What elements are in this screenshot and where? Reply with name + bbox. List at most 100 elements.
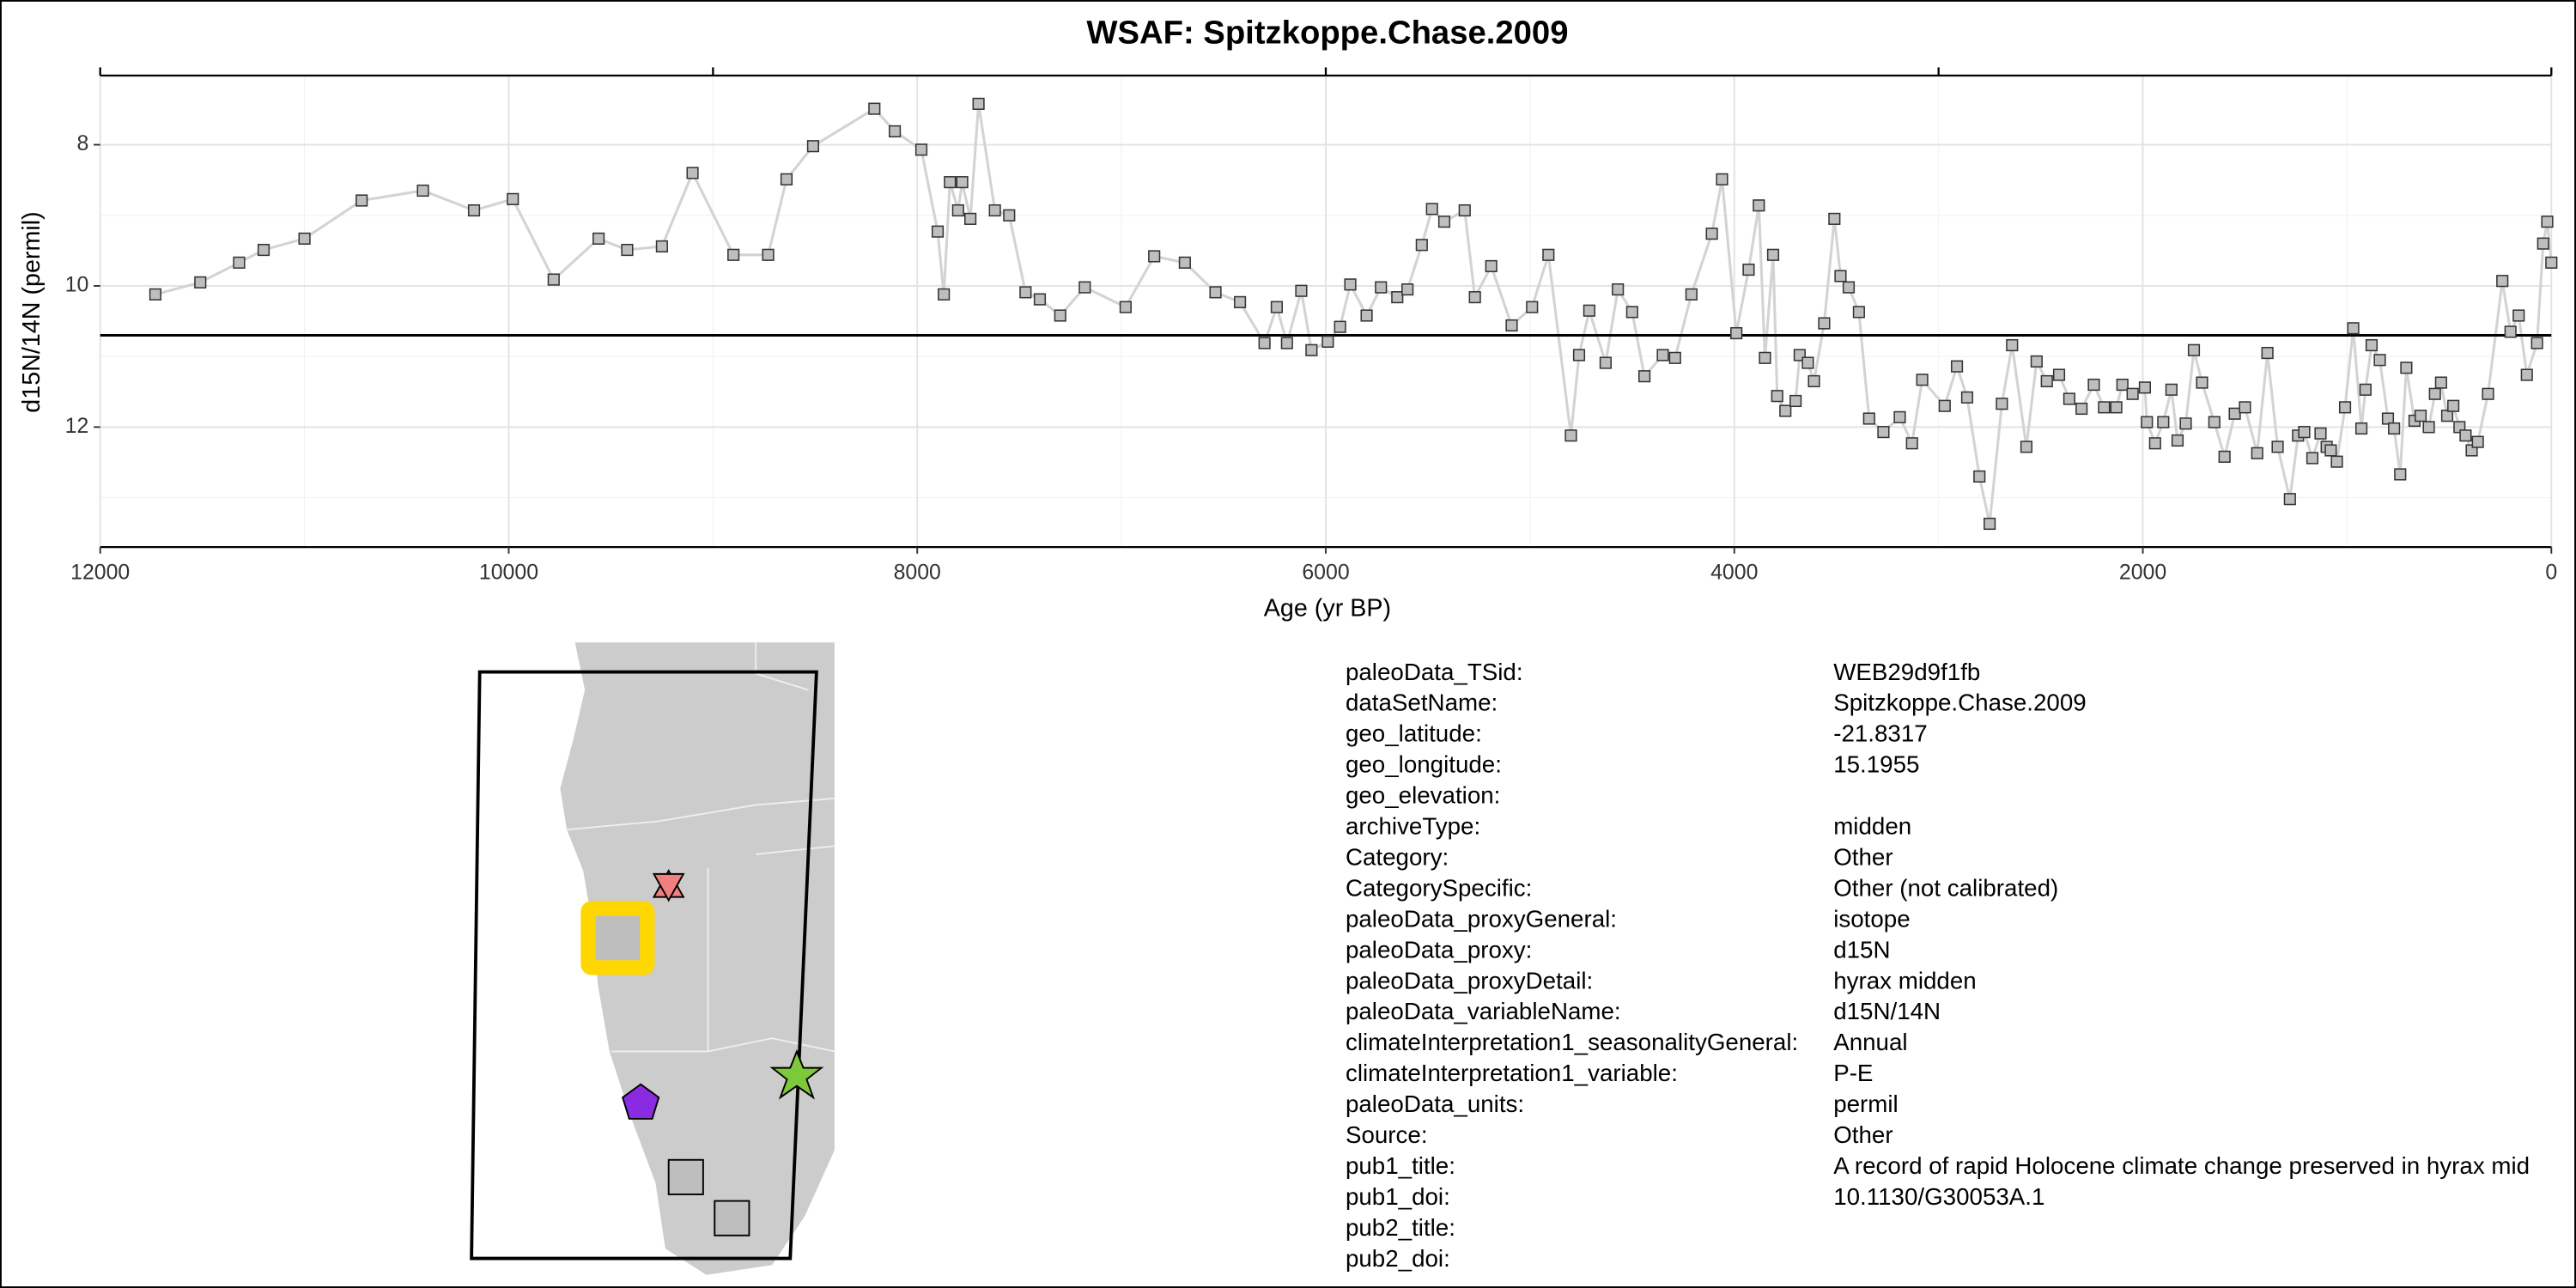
meta-key: paleoData_TSid: xyxy=(1346,659,1523,685)
data-point xyxy=(1852,306,1865,319)
data-point xyxy=(1360,309,1373,322)
data-point xyxy=(149,288,162,301)
data-point xyxy=(1270,301,1283,313)
data-point xyxy=(621,243,634,257)
data-point xyxy=(1656,349,1669,361)
data-point xyxy=(2283,493,2296,506)
data-point xyxy=(1468,291,1481,304)
data-point xyxy=(194,276,207,289)
data-point xyxy=(1905,437,1918,450)
data-point xyxy=(1526,301,1539,313)
meta-key: geo_elevation: xyxy=(1346,782,1500,809)
data-point xyxy=(2040,374,2053,388)
meta-key: paleoData_units: xyxy=(1346,1091,1524,1117)
data-point xyxy=(944,176,957,189)
x-tick-label: 4000 xyxy=(1710,560,1758,584)
data-point xyxy=(2324,444,2337,457)
data-point xyxy=(2171,434,2184,447)
data-point xyxy=(1505,319,1518,332)
data-point xyxy=(1759,351,1771,364)
x-axis-title: Age (yr BP) xyxy=(1264,594,1391,622)
data-point xyxy=(1789,394,1802,408)
site-marker xyxy=(622,1083,660,1120)
y-tick-label: 10 xyxy=(65,273,89,297)
data-point xyxy=(2496,275,2509,288)
x-tick-label: 2000 xyxy=(2119,560,2166,584)
data-point xyxy=(964,212,977,225)
data-point xyxy=(257,243,270,257)
site-marker xyxy=(667,1158,704,1195)
meta-value: 15.1955 xyxy=(1833,751,1919,778)
meta-value: A record of rapid Holocene climate chang… xyxy=(1833,1152,2530,1179)
data-point xyxy=(2148,437,2161,450)
data-point xyxy=(2520,368,2533,381)
data-point xyxy=(2504,325,2517,338)
data-point xyxy=(2116,378,2129,392)
data-point xyxy=(1148,250,1161,263)
data-point xyxy=(1280,337,1293,349)
data-point xyxy=(1771,390,1783,403)
meta-value: Other (not calibrated) xyxy=(1833,874,2058,901)
data-point xyxy=(931,225,945,238)
data-point xyxy=(780,173,793,185)
data-point xyxy=(1877,426,1890,439)
y-axis-title: d15N/14N (permil) xyxy=(18,211,46,412)
data-point xyxy=(2388,422,2401,435)
data-point xyxy=(1984,517,1996,531)
data-point xyxy=(806,140,819,153)
data-point xyxy=(1375,281,1388,294)
data-point xyxy=(1612,283,1625,296)
data-point xyxy=(2440,410,2454,422)
meta-key: Source: xyxy=(1346,1121,1428,1148)
data-point xyxy=(1766,248,1780,261)
data-point xyxy=(2482,387,2494,400)
data-point xyxy=(938,288,951,301)
data-point xyxy=(2110,401,2123,414)
data-point xyxy=(2208,416,2221,428)
data-point xyxy=(2381,412,2395,425)
data-point xyxy=(1019,286,1032,299)
data-point xyxy=(298,232,311,245)
data-point xyxy=(2138,381,2151,394)
data-point xyxy=(2063,392,2075,405)
data-point xyxy=(1209,286,1222,299)
meta-key: pub2_title: xyxy=(1346,1214,1455,1241)
map-extent xyxy=(470,670,818,1261)
data-point xyxy=(1996,398,2008,410)
data-point xyxy=(1425,203,1438,216)
site-marker xyxy=(769,1048,824,1100)
data-point xyxy=(2126,387,2139,400)
data-point xyxy=(2306,452,2319,465)
meta-value: WEB29d9f1fb xyxy=(1833,659,1980,685)
data-point xyxy=(1305,343,1318,356)
meta-key: dataSetName: xyxy=(1346,690,1498,716)
data-point xyxy=(2218,450,2231,463)
data-point xyxy=(2239,401,2251,414)
meta-value: d15N xyxy=(1833,936,1890,963)
data-point xyxy=(547,273,560,286)
data-point xyxy=(355,194,368,207)
data-point xyxy=(2400,361,2413,374)
data-point xyxy=(2459,429,2472,442)
data-point xyxy=(2251,447,2263,459)
site-marker xyxy=(652,872,685,902)
data-point xyxy=(1753,199,1765,212)
data-point xyxy=(2365,338,2379,352)
data-point xyxy=(2087,378,2100,392)
data-point xyxy=(1625,306,1638,319)
data-point xyxy=(762,248,775,261)
data-point xyxy=(1344,278,1357,291)
data-point xyxy=(1415,239,1428,252)
data-point xyxy=(1685,288,1698,301)
data-point xyxy=(1960,391,1974,404)
data-point xyxy=(2354,422,2368,435)
meta-key: paleoData_proxyGeneral: xyxy=(1346,905,1617,932)
data-point xyxy=(727,248,740,261)
data-point xyxy=(1801,356,1814,369)
data-point xyxy=(1321,335,1334,348)
meta-value: isotope xyxy=(1833,905,1910,932)
x-tick-label: 8000 xyxy=(894,560,941,584)
data-point xyxy=(2541,216,2554,228)
